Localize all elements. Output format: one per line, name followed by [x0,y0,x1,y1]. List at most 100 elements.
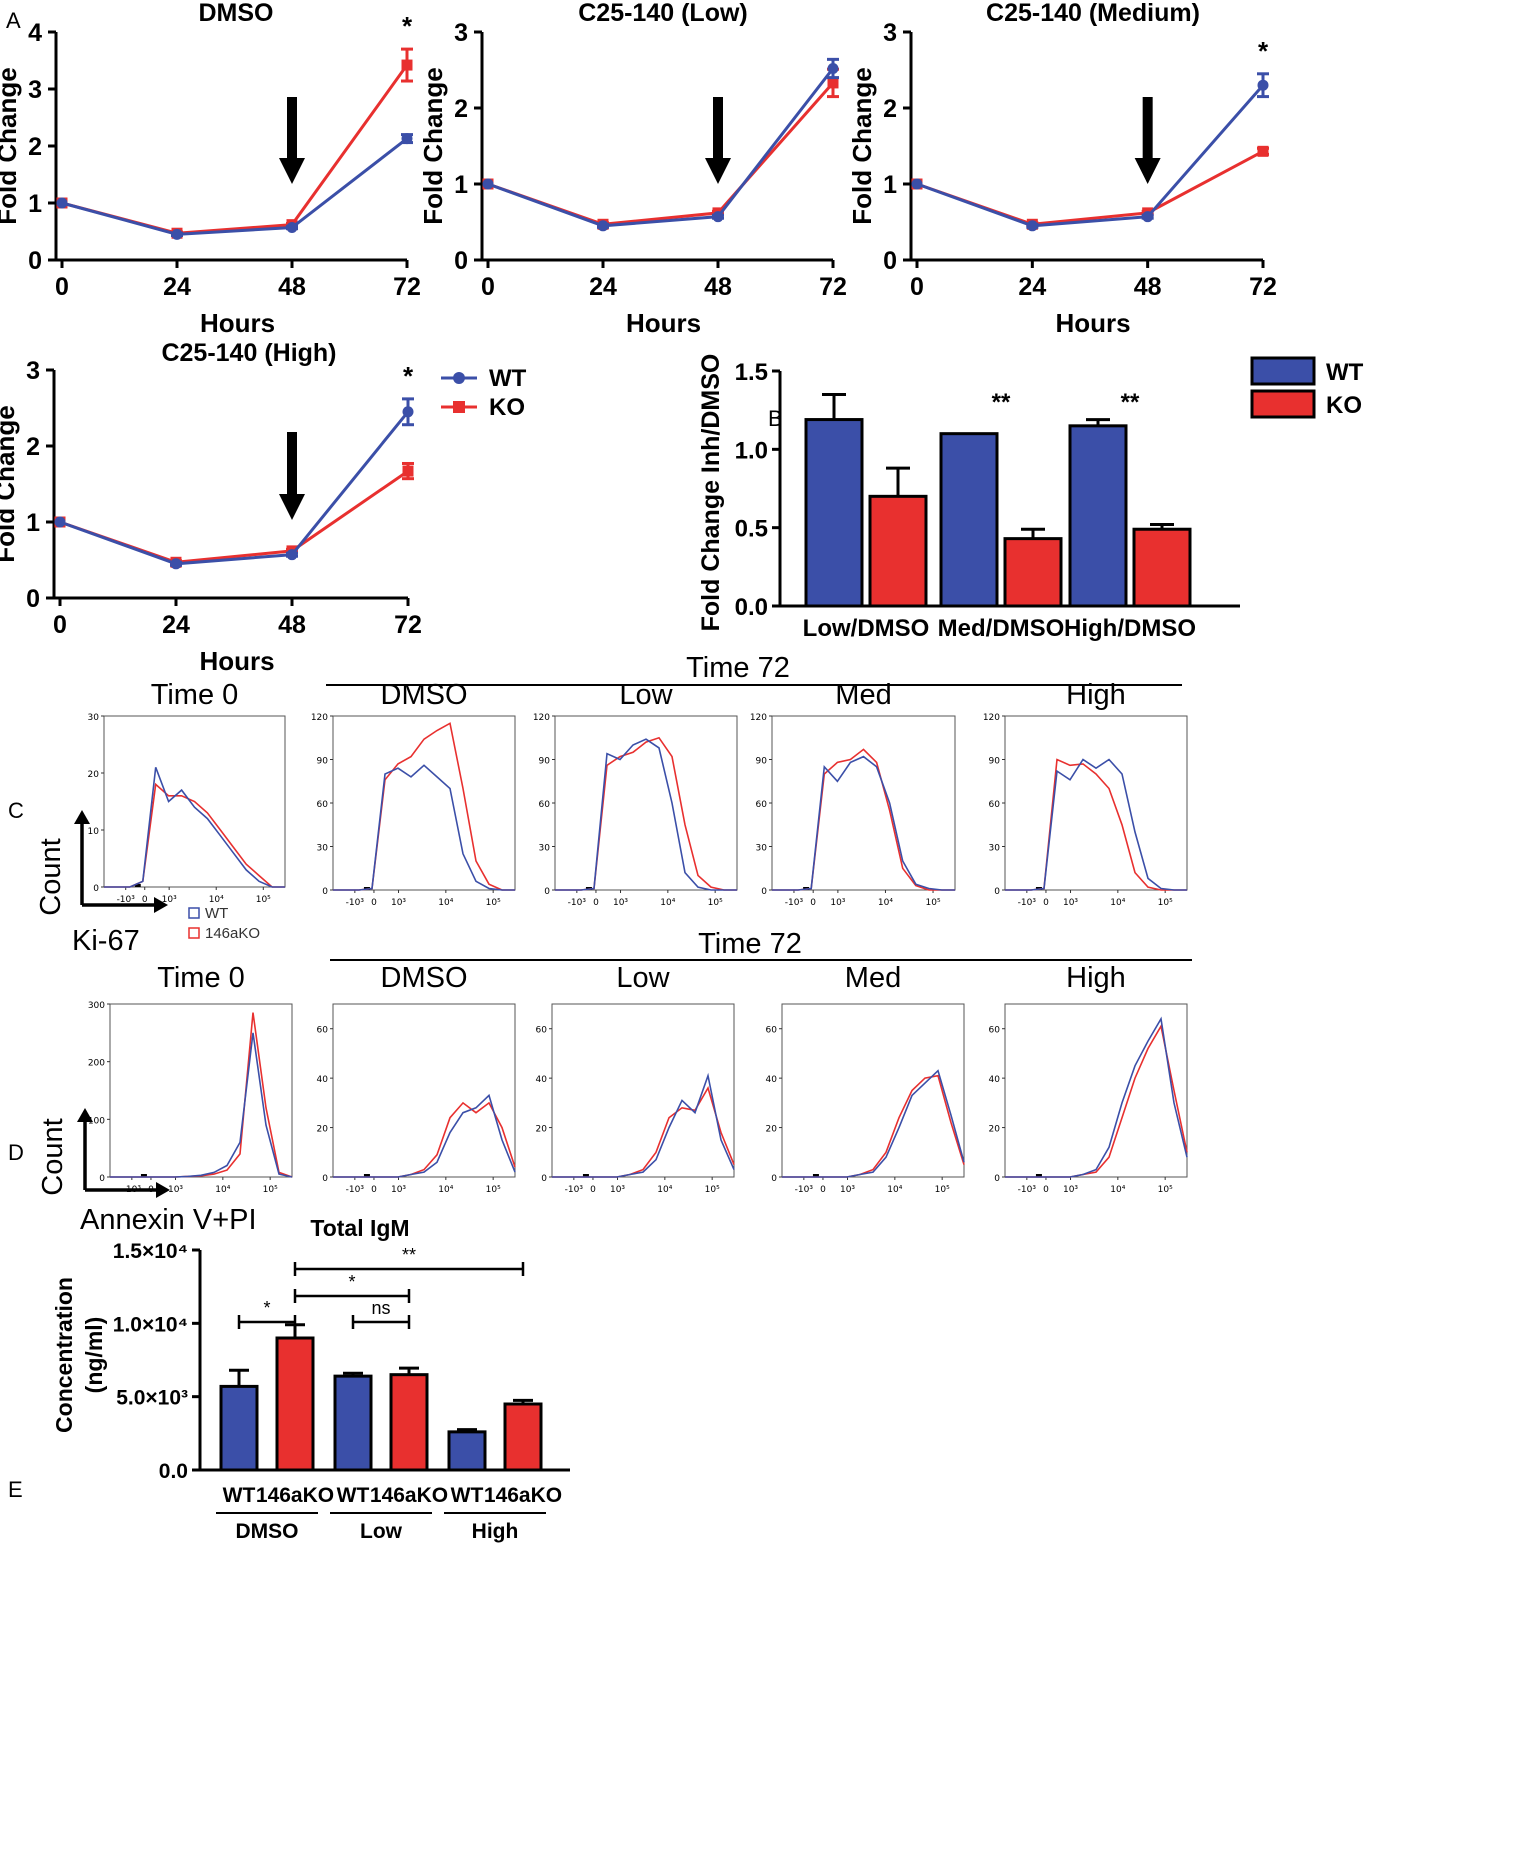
x-tick-label: 10⁵ [486,1185,501,1195]
y-tick-label: 3 [883,19,897,47]
x-tick-label: 24 [589,273,617,301]
y-tick-label: 0 [771,1174,777,1184]
x-tick-label: 10⁴ [209,895,224,905]
x-tick-label: 10⁵ [935,1185,950,1195]
y-tick-label: 1.0×10⁴ [113,1313,188,1336]
y-axis-title: Concentration [51,1277,77,1433]
group-label: High [472,1520,519,1543]
y-tick-label: 0.5 [735,516,768,543]
histogram-panel: High 0 20 40 60 -10³ 0 10³ 10⁴ 10⁵ [989,962,1188,1195]
data-point-ko [827,77,839,89]
arrow-shaft [713,97,723,160]
significance-marker: ** [992,389,1011,416]
y-tick-label: 2 [454,95,468,123]
histogram-curve-ko [1005,758,1187,891]
bar-wt [219,1384,259,1472]
chart-title: DMSO [199,0,274,27]
significance-marker: * [1258,36,1269,66]
fold-change-ratio-bar-chart: 0.0 0.5 1.0 1.5 Fold Change Inh/DMSO Low/DMSO… [697,354,1364,642]
series-line-wt [59,410,410,566]
y-tick-label: 0 [26,585,40,613]
axis-marker [582,1174,589,1177]
histogram-curve-ko [333,1101,516,1178]
x-axis-title: Hours [199,646,274,676]
histogram-curve-wt [333,764,515,891]
y-tick-label: 40 [536,1075,548,1085]
y-tick-label: 0 [28,247,42,275]
marker-arrow-head [156,1182,170,1198]
histogram-curve-ko [782,1074,965,1178]
y-tick-label: 60 [989,800,1001,810]
x-tick-label: 0 [55,273,69,301]
data-point-wt [286,549,298,561]
bar-ko [868,494,928,608]
y-tick-label: 20 [88,770,100,780]
legend-label: 146aKO [205,925,260,942]
histogram-title: Low [616,962,670,994]
histogram-curve-wt [772,755,955,891]
y-tick-label: 40 [766,1075,778,1085]
x-tick-label: 72 [394,611,422,639]
data-point-wt [171,228,183,240]
y-tick-label: 0 [322,887,328,897]
x-tick-label: 10⁴ [1110,898,1125,908]
x-tick-label: 0 [371,898,377,908]
y-axis-title: Fold Change [418,67,448,224]
x-axis-title: Hours [200,308,275,338]
x-tick-label: -10³ [568,898,587,908]
histogram-curve-ko [333,722,515,891]
data-point-wt [54,516,66,528]
y-tick-label: 120 [750,713,767,723]
y-tick-label: 30 [989,844,1001,854]
y-tick-label: 20 [536,1125,548,1135]
x-tick-label: -10³ [1018,1185,1037,1195]
x-tick-label: 10³ [830,898,845,908]
histogram-curve-ko [772,748,955,891]
x-tick-label: 10³ [391,1185,406,1195]
y-tick-label: 3 [28,76,42,104]
y-tick-label: 120 [311,713,328,723]
y-tick-label: 4 [28,19,42,47]
x-tick-label: -10³ [346,1185,365,1195]
y-tick-label: 60 [766,1026,778,1036]
histogram-title: Low [619,679,673,711]
y-tick-label: 0 [99,1174,105,1184]
significance-marker: ** [1121,389,1140,416]
data-point-wt [482,178,494,190]
x-tick-label: 10⁴ [657,1185,672,1195]
bar-ko [1003,537,1063,608]
y-tick-label: 30 [756,844,768,854]
histogram-frame [332,1003,516,1178]
histogram-panel: Med 0 20 40 60 -10³ 0 10³ 10⁴ 10⁵ [766,962,965,1195]
histogram-curve-wt [333,1093,516,1178]
histogram-panel: Low 0 20 40 60 -10³ 0 10³ 10⁴ 10⁵ [536,962,735,1195]
y-tick-label: 60 [536,1026,548,1036]
x-tick-label: -10³ [1018,898,1037,908]
histogram-curve-ko [110,1012,293,1178]
chart-title: C25-140 (High) [161,339,336,367]
group-label: DMSO [236,1520,299,1543]
y-tick-label: 0 [994,1174,1000,1184]
y-tick-label: 40 [989,1075,1001,1085]
category-label: Low/DMSO [803,615,930,642]
histogram-frame [109,1003,293,1178]
histogram-curve-wt [1005,1016,1188,1178]
legend-marker [453,401,465,413]
y-tick-label: 0 [883,247,897,275]
axis-marker [134,884,141,887]
histogram-curve-wt [555,738,737,891]
histogram-curve-wt [110,1032,293,1178]
x-tick-label: -10³ [346,898,365,908]
x-tick-label: 10⁴ [878,898,893,908]
arrow-head [705,158,731,184]
x-tick-label: 10³ [162,895,177,905]
y-axis-title: Fold Change [847,67,877,224]
annexin-histograms: Time 00100200300-10³010³10⁴10⁵DMSO020406… [37,928,1192,1236]
x-tick-label: 10⁴ [1110,1185,1125,1195]
y-tick-label: 1 [883,171,897,199]
x-tick-label: 48 [278,273,306,301]
bar-ko [275,1336,315,1472]
x-tick-label: 24 [1018,273,1046,301]
y-tick-label: 2 [28,133,42,161]
